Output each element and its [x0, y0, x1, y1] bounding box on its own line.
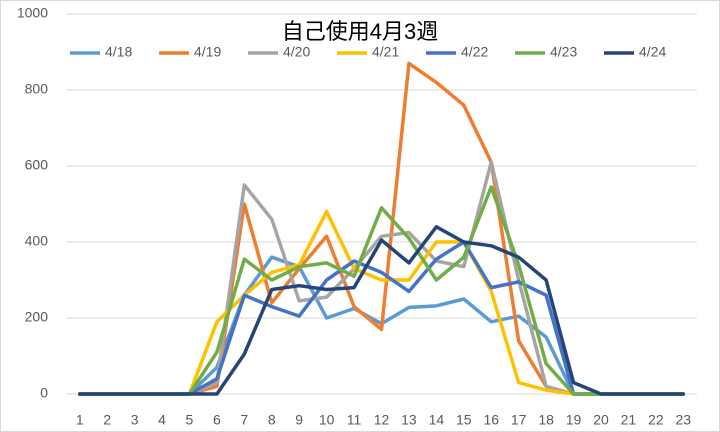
x-tick-label: 2	[103, 412, 111, 428]
legend-label: 4/23	[550, 44, 577, 60]
legend-label: 4/18	[105, 44, 132, 60]
x-tick-label: 13	[401, 412, 417, 428]
y-tick-label: 800	[25, 81, 49, 97]
x-tick-label: 16	[483, 412, 499, 428]
series-line	[77, 225, 686, 396]
chart-title: 自己使用4月3週	[282, 19, 438, 44]
x-tick-label: 17	[511, 412, 527, 428]
x-tick-label: 20	[593, 412, 609, 428]
x-tick-label: 9	[295, 412, 303, 428]
x-tick-label: 7	[240, 412, 248, 428]
y-tick-label: 400	[25, 233, 49, 249]
x-tick-label: 15	[456, 412, 472, 428]
x-tick-label: 12	[374, 412, 390, 428]
legend-label: 4/21	[372, 44, 399, 60]
x-tick-label: 6	[213, 412, 221, 428]
x-tick-label: 5	[186, 412, 194, 428]
x-tick-label: 8	[268, 412, 276, 428]
x-tick-label: 14	[429, 412, 445, 428]
x-tick-label: 22	[648, 412, 664, 428]
x-tick-label: 4	[158, 412, 166, 428]
x-tick-label: 19	[566, 412, 582, 428]
y-tick-label: 0	[40, 385, 48, 401]
y-tick-label: 1000	[17, 5, 48, 21]
y-tick-label: 200	[25, 309, 49, 325]
x-tick-label: 18	[538, 412, 554, 428]
legend-label: 4/19	[194, 44, 221, 60]
legend-label: 4/24	[639, 44, 666, 60]
y-tick-label: 600	[25, 157, 49, 173]
legend-label: 4/22	[461, 44, 488, 60]
x-tick-label: 21	[621, 412, 637, 428]
x-tick-label: 23	[675, 412, 691, 428]
x-tick-label: 10	[319, 412, 335, 428]
legend-label: 4/20	[283, 44, 310, 60]
x-tick-label: 3	[131, 412, 139, 428]
x-tick-label: 1	[76, 412, 84, 428]
x-tick-label: 11	[347, 412, 362, 428]
